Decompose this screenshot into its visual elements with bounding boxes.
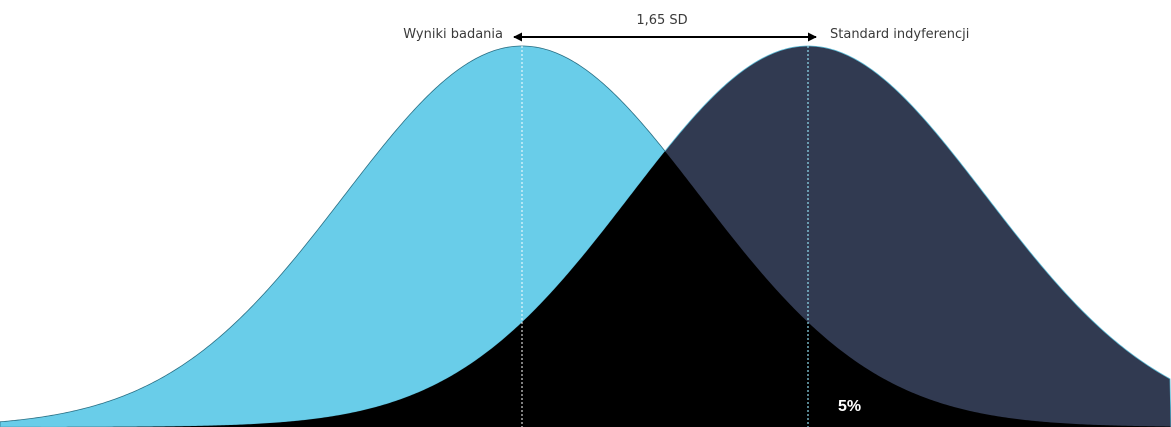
indifference-standard-label: Standard indyferencji bbox=[830, 27, 969, 42]
tail-area-label: 5% bbox=[838, 398, 861, 415]
distance-label: 1,65 SD bbox=[636, 13, 687, 28]
study-results-label: Wyniki badania bbox=[403, 27, 503, 42]
